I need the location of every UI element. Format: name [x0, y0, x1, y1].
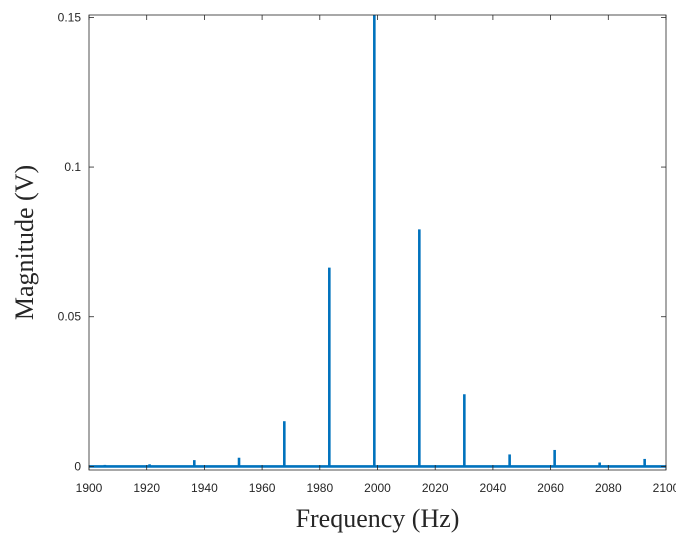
x-axis-label: Frequency (Hz) — [296, 504, 460, 533]
y-tick-label: 0.05 — [58, 310, 82, 324]
x-tick-label: 1920 — [133, 481, 160, 495]
x-tick-label: 2000 — [364, 481, 391, 495]
x-tick-layer: 1900 1920 1940 1960 1980 2000 2020 2040 2060 2080… — [76, 15, 676, 495]
x-tick-label: 1980 — [306, 481, 333, 495]
y-tick-label: 0 — [74, 459, 81, 473]
y-tick-label: 0.15 — [58, 10, 82, 24]
x-tick-label: 1940 — [191, 481, 218, 495]
x-tick-label: 2020 — [422, 481, 449, 495]
y-axis-label: Magnitude (V) — [10, 165, 39, 320]
x-tick-label: 2040 — [480, 481, 507, 495]
x-tick-label: 2060 — [537, 481, 564, 495]
x-tick-label: 2080 — [595, 481, 622, 495]
y-tick-layer: 0 0.05 0.1 0.15 — [58, 10, 666, 473]
axes-box — [88, 14, 667, 471]
plot-layer — [89, 15, 666, 468]
x-tick-label: 1900 — [76, 481, 103, 495]
y-tick-label: 0.1 — [64, 160, 81, 174]
series-group — [89, 15, 666, 468]
x-tick-label: 1960 — [249, 481, 276, 495]
